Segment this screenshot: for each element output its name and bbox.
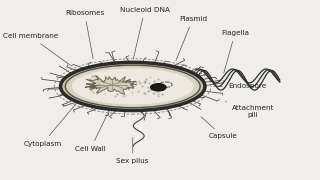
Text: Cytoplasm: Cytoplasm	[23, 103, 77, 147]
Text: Nucleoid DNA: Nucleoid DNA	[120, 7, 170, 59]
Text: Ribosomes: Ribosomes	[65, 10, 104, 59]
Text: Sex pilus: Sex pilus	[116, 137, 149, 165]
Ellipse shape	[72, 68, 194, 105]
Ellipse shape	[150, 84, 166, 91]
Text: Capsule: Capsule	[201, 117, 237, 140]
Polygon shape	[85, 76, 136, 94]
Ellipse shape	[60, 62, 205, 111]
Text: Cell membrane: Cell membrane	[3, 33, 70, 65]
Text: Attachment
pili: Attachment pili	[226, 102, 274, 118]
Text: Plasmid: Plasmid	[176, 15, 207, 61]
Text: Flagella: Flagella	[221, 30, 249, 73]
Text: Endospore: Endospore	[214, 83, 266, 89]
Ellipse shape	[65, 65, 200, 108]
Text: Cell Wall: Cell Wall	[75, 114, 108, 152]
